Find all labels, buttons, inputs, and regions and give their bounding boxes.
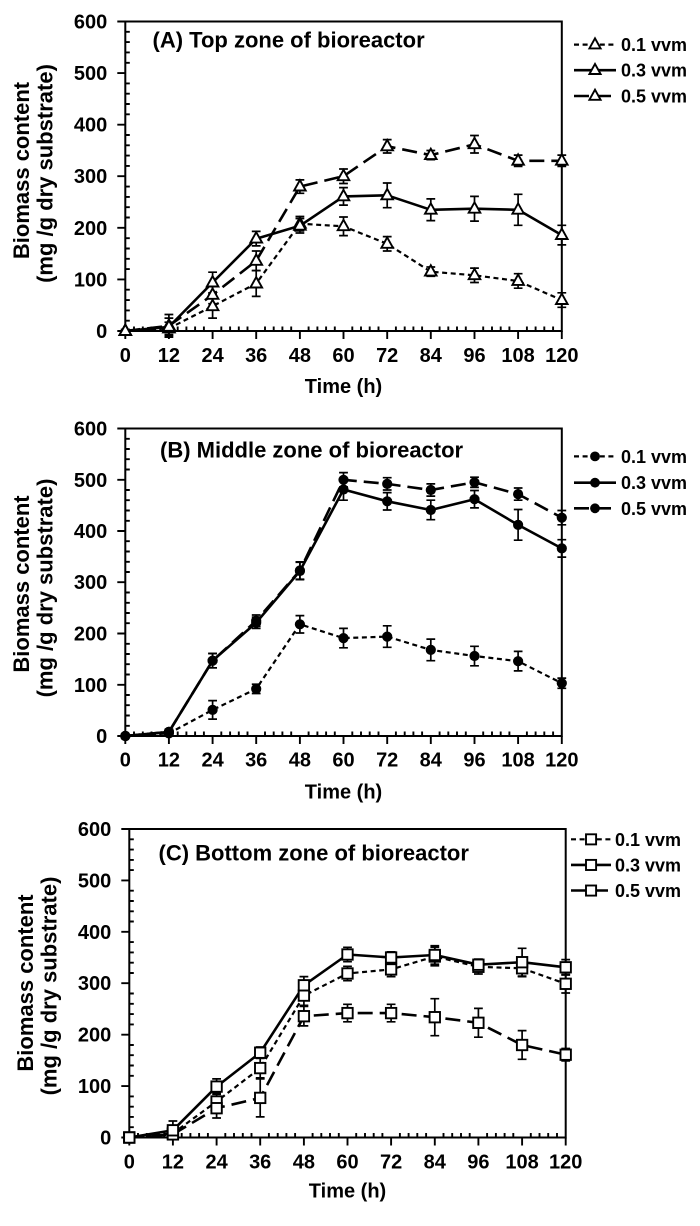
svg-text:500: 500: [74, 470, 107, 492]
svg-text:24: 24: [201, 345, 224, 367]
svg-text:0: 0: [96, 726, 107, 748]
svg-text:0.3 vvm: 0.3 vvm: [615, 855, 681, 875]
svg-text:96: 96: [467, 1152, 489, 1174]
svg-text:600: 600: [78, 819, 111, 841]
svg-text:400: 400: [74, 521, 107, 543]
svg-text:96: 96: [463, 749, 485, 771]
svg-text:0.5 vvm: 0.5 vvm: [621, 499, 687, 519]
svg-text:120: 120: [545, 749, 578, 771]
svg-text:200: 200: [74, 624, 107, 646]
svg-text:(mg /g dry substrate): (mg /g dry substrate): [37, 877, 62, 1096]
svg-text:36: 36: [245, 345, 267, 367]
svg-text:(mg /g dry substrate): (mg /g dry substrate): [33, 479, 58, 698]
svg-text:0: 0: [120, 345, 131, 367]
svg-text:36: 36: [249, 1152, 271, 1174]
svg-text:84: 84: [420, 749, 443, 771]
svg-text:200: 200: [74, 218, 107, 240]
svg-text:24: 24: [205, 1152, 228, 1174]
svg-text:108: 108: [501, 345, 534, 367]
svg-text:(C) Bottom zone of bioreactor: (C) Bottom zone of bioreactor: [159, 841, 470, 866]
svg-text:84: 84: [420, 345, 443, 367]
svg-text:300: 300: [74, 166, 107, 188]
svg-text:600: 600: [74, 12, 107, 34]
svg-text:100: 100: [74, 675, 107, 697]
svg-text:Biomass content: Biomass content: [13, 894, 38, 1072]
svg-text:400: 400: [74, 115, 107, 137]
svg-text:48: 48: [289, 749, 311, 771]
svg-text:0.5 vvm: 0.5 vvm: [621, 87, 687, 107]
svg-text:300: 300: [78, 973, 111, 995]
svg-text:72: 72: [376, 345, 398, 367]
svg-text:12: 12: [158, 345, 180, 367]
svg-text:24: 24: [201, 749, 224, 771]
svg-text:0: 0: [124, 1152, 135, 1174]
svg-text:0.5 vvm: 0.5 vvm: [615, 881, 681, 901]
svg-text:Biomass content: Biomass content: [9, 495, 34, 673]
svg-text:(A) Top zone of bioreactor: (A) Top zone of bioreactor: [153, 28, 426, 53]
svg-text:60: 60: [336, 1152, 358, 1174]
svg-text:0: 0: [96, 321, 107, 343]
svg-text:500: 500: [74, 63, 107, 85]
svg-text:36: 36: [245, 749, 267, 771]
svg-text:60: 60: [332, 345, 354, 367]
svg-text:0.1 vvm: 0.1 vvm: [621, 35, 687, 55]
svg-text:(B) Middle zone of bioreactor: (B) Middle zone of bioreactor: [160, 438, 464, 463]
svg-text:108: 108: [501, 749, 534, 771]
svg-text:108: 108: [505, 1152, 538, 1174]
svg-text:0.1 vvm: 0.1 vvm: [615, 830, 681, 850]
svg-text:100: 100: [78, 1076, 111, 1098]
svg-text:72: 72: [380, 1152, 402, 1174]
svg-text:72: 72: [376, 749, 398, 771]
svg-text:600: 600: [74, 419, 107, 441]
svg-text:96: 96: [463, 345, 485, 367]
svg-text:500: 500: [78, 870, 111, 892]
svg-text:84: 84: [424, 1152, 447, 1174]
svg-text:12: 12: [162, 1152, 184, 1174]
svg-text:0.3 vvm: 0.3 vvm: [621, 61, 687, 81]
svg-text:0.3 vvm: 0.3 vvm: [621, 473, 687, 493]
svg-text:120: 120: [549, 1152, 582, 1174]
svg-text:(mg /g dry substrate): (mg /g dry substrate): [33, 64, 58, 283]
svg-text:48: 48: [289, 345, 311, 367]
svg-text:0: 0: [120, 749, 131, 771]
svg-text:48: 48: [293, 1152, 315, 1174]
svg-text:Time (h): Time (h): [309, 1181, 386, 1203]
svg-text:60: 60: [332, 749, 354, 771]
svg-text:300: 300: [74, 572, 107, 594]
svg-text:0: 0: [100, 1128, 111, 1150]
svg-text:Biomass content: Biomass content: [9, 81, 34, 259]
svg-text:100: 100: [74, 269, 107, 291]
svg-text:Time (h): Time (h): [305, 376, 382, 398]
svg-text:400: 400: [78, 922, 111, 944]
svg-text:120: 120: [545, 345, 578, 367]
svg-text:12: 12: [158, 749, 180, 771]
svg-text:200: 200: [78, 1025, 111, 1047]
svg-text:0.1 vvm: 0.1 vvm: [621, 447, 687, 467]
svg-text:Time (h): Time (h): [305, 782, 382, 804]
